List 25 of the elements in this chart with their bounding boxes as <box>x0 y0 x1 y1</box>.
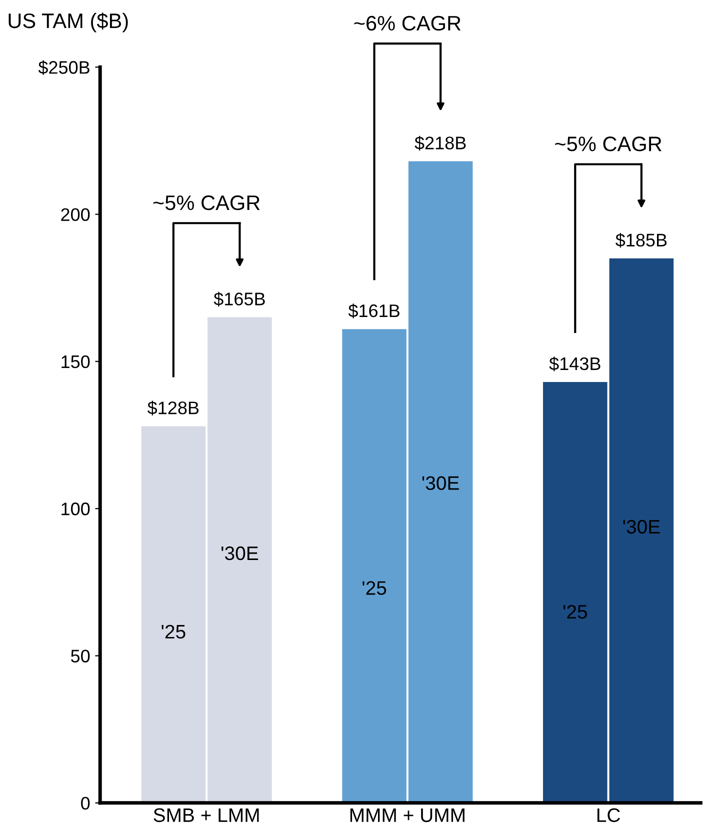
text: ~6% CAGR <box>354 16 461 31</box>
y-tick-label: $250B <box>38 60 90 75</box>
data-label: $165B <box>214 292 265 306</box>
y-tick-label: 0 <box>81 796 90 810</box>
x-tick-label: SMB + LMM <box>154 808 259 822</box>
text: '25 <box>563 604 588 619</box>
y-tick-label: 50 <box>71 650 90 662</box>
series-label: '30E <box>422 476 459 490</box>
data-label: $161B <box>348 304 400 318</box>
data-label: $143B <box>549 356 600 372</box>
data-label: $185B <box>616 232 667 248</box>
x-tick-label: LC <box>597 808 620 822</box>
x-tick-label: MMM + UMM <box>350 808 464 822</box>
series-label: '25 <box>162 624 186 639</box>
y-tick-label: 150 <box>62 355 90 368</box>
text: '30E <box>222 546 258 560</box>
text: '25 <box>362 581 386 595</box>
data-label: $128B <box>148 400 199 416</box>
y-tick-label: 200 <box>61 208 90 221</box>
y-axis-title: US TAM ($B) <box>8 12 128 32</box>
text: '30E <box>623 520 660 534</box>
y-tick-label: 100 <box>62 502 90 516</box>
data-label: $218B <box>414 136 466 150</box>
annotation: ~5% CAGR <box>153 195 260 210</box>
annotation: ~5% CAGR <box>555 136 662 152</box>
